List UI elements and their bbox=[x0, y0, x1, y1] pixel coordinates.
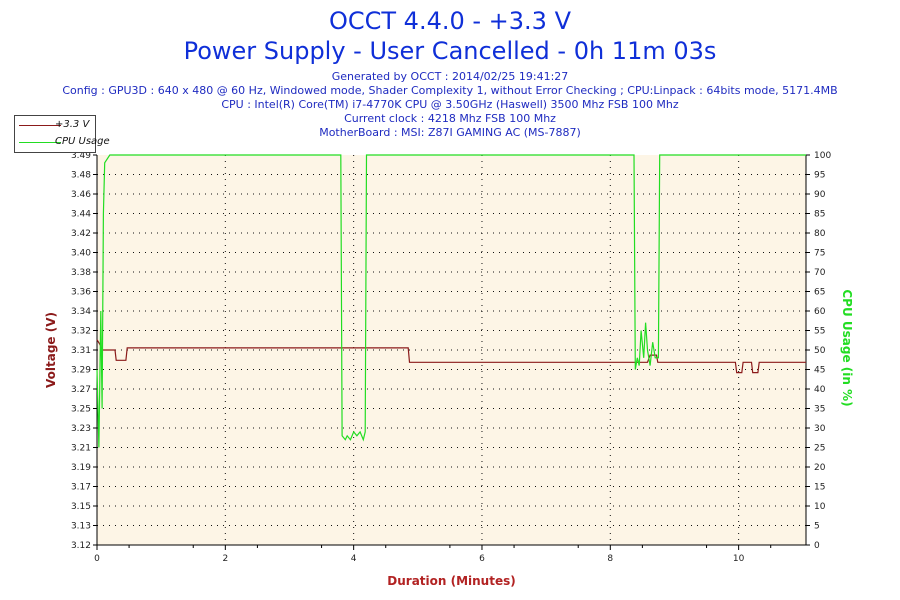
y-left-tick-label: 3.27 bbox=[71, 385, 91, 395]
y-right-tick-label: 55 bbox=[814, 327, 825, 337]
y-right-tick-label: 60 bbox=[814, 307, 826, 317]
y-right-tick-label: 85 bbox=[814, 210, 825, 220]
y-left-tick-label: 3.38 bbox=[71, 268, 91, 278]
x-tick-label: 10 bbox=[733, 554, 745, 564]
y-right-tick-label: 70 bbox=[814, 268, 826, 278]
y-right-axis-label: CPU Usage (in %) bbox=[840, 289, 854, 406]
x-tick-label: 2 bbox=[222, 554, 228, 564]
y-right-tick-label: 75 bbox=[814, 249, 825, 259]
legend-swatch-voltage bbox=[19, 125, 61, 126]
y-left-tick-label: 3.12 bbox=[71, 541, 91, 551]
y-left-tick-label: 3.46 bbox=[71, 190, 91, 200]
x-tick-label: 0 bbox=[94, 554, 100, 564]
cpu-info: CPU : Intel(R) Core(TM) i7-4770K CPU @ 3… bbox=[221, 98, 679, 111]
y-left-tick-label: 3.31 bbox=[71, 346, 91, 356]
y-right-tick-label: 0 bbox=[814, 541, 820, 551]
chart-subtitle: Power Supply - User Cancelled - 0h 11m 0… bbox=[183, 37, 717, 65]
y-right-tick-label: 5 bbox=[814, 522, 820, 532]
y-left-tick-label: 3.44 bbox=[71, 210, 91, 220]
y-left-tick-label: 3.21 bbox=[71, 444, 91, 454]
y-left-tick-label: 3.48 bbox=[71, 171, 91, 181]
y-right-tick-label: 65 bbox=[814, 288, 825, 298]
y-right-tick-label: 45 bbox=[814, 366, 825, 376]
y-left-tick-label: 3.36 bbox=[71, 288, 91, 298]
y-left-tick-label: 3.13 bbox=[71, 522, 91, 532]
legend-item-cpu: CPU Usage bbox=[15, 134, 110, 150]
config-info: Config : GPU3D : 640 x 480 @ 60 Hz, Wind… bbox=[62, 84, 838, 97]
clock-info: Current clock : 4218 Mhz FSB 100 Mhz bbox=[344, 112, 556, 125]
y-right-tick-label: 50 bbox=[814, 346, 826, 356]
y-left-tick-label: 3.23 bbox=[71, 424, 91, 434]
x-axis-label: Duration (Minutes) bbox=[387, 574, 515, 588]
y-right-tick-label: 80 bbox=[814, 229, 826, 239]
y-right-tick-label: 35 bbox=[814, 405, 825, 415]
legend-label-voltage: +3.3 V bbox=[55, 119, 90, 130]
y-right-tick-label: 40 bbox=[814, 385, 826, 395]
y-left-tick-label: 3.29 bbox=[71, 366, 91, 376]
y-right-tick-label: 15 bbox=[814, 483, 825, 493]
y-left-tick-label: 3.40 bbox=[71, 249, 91, 259]
y-left-tick-label: 3.25 bbox=[71, 405, 91, 415]
y-left-tick-label: 3.42 bbox=[71, 229, 91, 239]
y-right-tick-label: 90 bbox=[814, 190, 826, 200]
legend-label-cpu: CPU Usage bbox=[55, 136, 110, 147]
legend-item-voltage: +3.3 V bbox=[15, 117, 95, 133]
x-tick-label: 4 bbox=[351, 554, 357, 564]
motherboard-info: MotherBoard : MSI: Z87I GAMING AC (MS-78… bbox=[319, 126, 581, 139]
y-left-tick-label: 3.17 bbox=[71, 483, 91, 493]
legend: +3.3 V CPU Usage bbox=[14, 115, 110, 153]
y-right-tick-label: 25 bbox=[814, 444, 825, 454]
x-tick-label: 6 bbox=[479, 554, 485, 564]
y-right-tick-label: 100 bbox=[814, 151, 831, 161]
y-right-tick-label: 10 bbox=[814, 502, 826, 512]
y-left-tick-label: 3.32 bbox=[71, 327, 91, 337]
chart-title: OCCT 4.4.0 - +3.3 V bbox=[328, 7, 571, 35]
legend-swatch-cpu bbox=[19, 142, 61, 143]
generated-info: Generated by OCCT : 2014/02/25 19:41:27 bbox=[331, 70, 569, 83]
y-left-tick-label: 3.19 bbox=[71, 463, 91, 473]
y-left-axis-label: Voltage (V) bbox=[44, 312, 58, 388]
y-left-tick-label: 3.15 bbox=[71, 502, 91, 512]
voltage-series-line bbox=[96, 339, 806, 374]
cpu-usage-series-line bbox=[96, 154, 806, 448]
y-right-tick-label: 95 bbox=[814, 171, 825, 181]
x-tick-label: 8 bbox=[607, 554, 613, 564]
y-left-tick-label: 3.34 bbox=[71, 307, 91, 317]
y-right-tick-label: 30 bbox=[814, 424, 826, 434]
y-left-tick-label: 3.49 bbox=[71, 151, 91, 161]
y-right-tick-label: 20 bbox=[814, 463, 826, 473]
